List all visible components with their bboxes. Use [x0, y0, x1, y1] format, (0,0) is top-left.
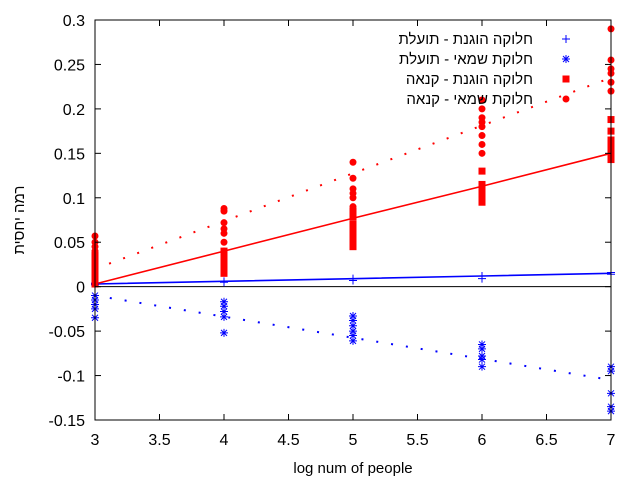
trend-line-dotted — [94, 294, 612, 381]
data-point — [349, 312, 357, 320]
y-tick-label: 0.25 — [54, 57, 85, 74]
legend-marker — [562, 35, 570, 43]
data-point — [478, 96, 486, 104]
data-point — [349, 336, 357, 345]
data-point — [220, 256, 228, 264]
y-tick-label: -0.1 — [57, 369, 85, 386]
data-point — [478, 344, 486, 353]
data-point — [478, 274, 486, 283]
y-tick-label: 0 — [76, 280, 85, 297]
data-point — [220, 297, 228, 306]
data-point — [220, 247, 228, 255]
y-tick-label: 0.1 — [63, 191, 85, 208]
series-0 — [91, 268, 615, 289]
y-tick-label: 0.15 — [54, 146, 85, 163]
x-tick-label: 5.5 — [406, 432, 428, 449]
data-point — [220, 238, 228, 246]
legend-marker — [562, 55, 570, 63]
data-point — [349, 234, 357, 242]
data-point — [478, 198, 486, 206]
data-point — [220, 328, 228, 337]
data-point — [220, 260, 228, 268]
data-point — [478, 167, 486, 175]
x-tick-label: 7 — [607, 432, 616, 449]
data-point — [220, 307, 228, 316]
data-point — [220, 278, 228, 287]
data-point — [220, 204, 228, 212]
data-point — [220, 263, 228, 271]
y-tick-label: -0.05 — [49, 324, 86, 341]
data-point — [478, 355, 486, 364]
trend-line-dotted — [94, 76, 612, 270]
legend-label: חלוקה הוגנת - תועלת — [398, 31, 533, 48]
legend: חלוקה הוגנת - תועלת חלוקת שמאי - תועלת חלו… — [398, 31, 570, 108]
y-tick-label: 0.05 — [54, 235, 85, 252]
data-point — [478, 194, 486, 202]
data-point — [349, 316, 357, 325]
series-2 — [91, 116, 615, 288]
legend-marker — [562, 75, 570, 83]
data-point — [349, 321, 357, 330]
x-tick-label: 5 — [349, 432, 358, 449]
data-point — [478, 189, 486, 197]
data-point — [349, 243, 357, 251]
data-point — [478, 180, 486, 188]
data-point — [349, 225, 357, 233]
data-point — [220, 219, 228, 227]
x-tick-label: 6.5 — [535, 432, 557, 449]
y-tick-label: 0.3 — [63, 13, 85, 30]
x-tick-label: 4 — [220, 432, 229, 449]
data-point — [478, 105, 486, 113]
data-point — [349, 276, 357, 285]
data-point — [349, 185, 357, 193]
data-point — [349, 174, 357, 182]
data-point — [349, 220, 357, 228]
data-point — [349, 331, 357, 340]
axes — [94, 19, 612, 421]
data-point — [349, 158, 357, 166]
x-axis-title: log num of people — [293, 460, 412, 477]
data-point — [478, 132, 486, 140]
legend-label: חלוקת שמאי - קנאה — [406, 91, 533, 108]
x-tick-label: 3 — [91, 432, 100, 449]
data-point — [478, 114, 486, 122]
data-point — [220, 312, 228, 321]
data-point — [478, 149, 486, 157]
data-point — [478, 340, 486, 349]
data-point — [220, 225, 228, 233]
data-point — [478, 140, 486, 148]
data-points — [91, 25, 615, 416]
data-point — [349, 213, 357, 221]
legend-label: חלוקת שמאי - תועלת — [399, 51, 533, 68]
data-point — [220, 267, 228, 275]
x-tick-label: 6 — [478, 432, 487, 449]
series-3 — [91, 25, 615, 264]
y-axis-title: רמה יחסית — [11, 186, 28, 255]
y-tick-label: 0.2 — [63, 102, 85, 119]
tick-labels: 3 3.5 4 4.5 5 5.5 6 6.5 7 -0.15 -0.1 -0.05 0 0.05 0.1 0… — [49, 13, 616, 449]
data-point — [220, 302, 228, 311]
legend-label: חלוקה הוגנת - קנאה — [406, 71, 533, 88]
data-point — [349, 203, 357, 211]
data-point — [220, 252, 228, 260]
y-tick-label: -0.15 — [49, 413, 86, 430]
x-tick-label: 4.5 — [277, 432, 299, 449]
data-point — [349, 327, 357, 336]
data-point — [478, 185, 486, 193]
data-point — [478, 362, 486, 371]
data-point — [349, 229, 357, 237]
legend-marker — [562, 95, 570, 103]
series-1 — [91, 291, 615, 416]
x-tick-label: 3.5 — [148, 432, 170, 449]
data-point — [349, 238, 357, 246]
